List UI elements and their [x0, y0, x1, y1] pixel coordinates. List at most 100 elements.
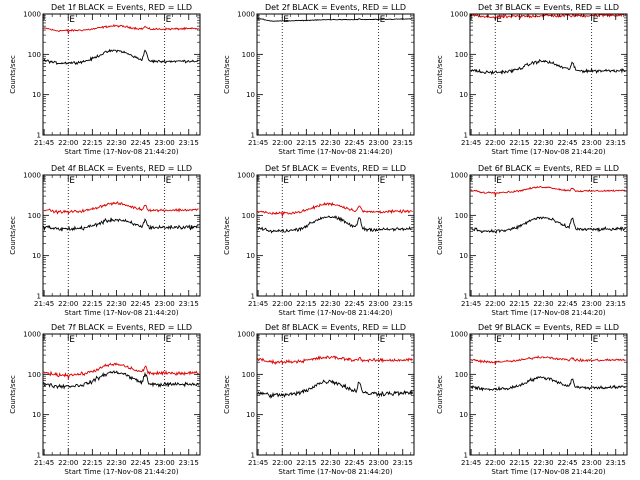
detector-panel: Det 4f BLACK = Events, RED = LLD E E 1 10 100…: [9, 164, 201, 317]
x-tick-label: 22:00: [272, 459, 292, 467]
x-tick-label: 22:45: [557, 459, 577, 467]
x-tick-label: 23:15: [393, 300, 413, 308]
x-tick-label: 23:00: [369, 139, 389, 147]
y-axis-label: Counts/sec: [9, 55, 17, 94]
x-axis-label: Start Time (17-Nov-08 21:44:20): [64, 148, 178, 156]
y-tick-label: 1000: [450, 11, 468, 19]
event-marker-label: E: [593, 335, 599, 345]
y-tick-label: 1: [464, 293, 468, 301]
panel-title: Det 8f BLACK = Events, RED = LLD: [265, 323, 406, 332]
y-tick-label: 100: [28, 212, 41, 220]
x-tick-label: 22:15: [509, 300, 529, 308]
event-marker-label: E: [593, 15, 599, 25]
x-tick-label: 21:45: [34, 459, 54, 467]
event-marker-label: E: [166, 176, 172, 186]
y-tick-label: 100: [242, 212, 255, 220]
y-axis-label: Counts/sec: [436, 55, 444, 94]
detector-panel: Det 5f BLACK = Events, RED = LLD E E 1 10 100…: [223, 164, 415, 317]
panel-title: Det 5f BLACK = Events, RED = LLD: [265, 164, 406, 173]
plot-frame: [256, 174, 415, 297]
detector-panel: Det 8f BLACK = Events, RED = LLD E E 1 10 100…: [223, 323, 415, 476]
x-axis-label: Start Time (17-Nov-08 21:44:20): [491, 468, 605, 476]
y-tick-label: 1: [37, 132, 41, 140]
lld-series-line: [43, 201, 199, 216]
x-tick-label: 22:30: [533, 300, 553, 308]
x-tick-label: 22:15: [296, 139, 316, 147]
y-axis-label: Counts/sec: [223, 216, 231, 255]
x-tick-label: 22:30: [106, 300, 126, 308]
plot-frame: [256, 333, 415, 456]
events-series-line: [257, 379, 414, 399]
events-series-line: [43, 48, 199, 66]
y-axis-label: Counts/sec: [9, 216, 17, 255]
y-tick-label: 1: [464, 452, 468, 460]
x-axis-label: Start Time (17-Nov-08 21:44:20): [64, 309, 178, 317]
event-marker-label: E: [69, 335, 75, 345]
x-tick-label: 23:15: [393, 459, 413, 467]
event-marker-label: E: [69, 15, 75, 25]
x-tick-label: 23:15: [179, 459, 199, 467]
events-series-line: [257, 215, 413, 234]
x-tick-label: 22:00: [272, 139, 292, 147]
y-tick-label: 10: [32, 411, 41, 419]
y-tick-label: 100: [455, 212, 468, 220]
y-axis-label: Counts/sec: [223, 55, 231, 94]
y-tick-label: 10: [246, 411, 255, 419]
y-tick-label: 1000: [237, 172, 255, 180]
x-tick-label: 23:00: [369, 300, 389, 308]
x-tick-label: 21:45: [461, 459, 481, 467]
x-tick-label: 22:45: [130, 300, 150, 308]
plot-frame: [256, 13, 415, 136]
events-series-line: [470, 375, 626, 392]
x-axis-label: Start Time (17-Nov-08 21:44:20): [278, 309, 392, 317]
event-marker-label: E: [166, 335, 172, 345]
x-tick-label: 23:15: [179, 139, 199, 147]
x-tick-label: 21:45: [248, 139, 268, 147]
x-tick-label: 22:45: [344, 459, 364, 467]
y-tick-label: 10: [459, 411, 468, 419]
y-tick-label: 100: [455, 51, 468, 59]
x-tick-label: 22:00: [58, 459, 78, 467]
x-tick-label: 22:30: [320, 300, 340, 308]
y-axis-label: Counts/sec: [436, 216, 444, 255]
event-marker-label: E: [496, 335, 502, 345]
y-tick-label: 1000: [237, 331, 255, 339]
x-axis-label: Start Time (17-Nov-08 21:44:20): [278, 148, 392, 156]
detector-panel: Det 7f BLACK = Events, RED = LLD E E 1 10 100…: [9, 323, 201, 476]
x-axis-label: Start Time (17-Nov-08 21:44:20): [491, 148, 605, 156]
x-axis-label: Start Time (17-Nov-08 21:44:20): [491, 309, 605, 317]
x-tick-label: 23:15: [179, 300, 199, 308]
events-series-line: [470, 216, 626, 234]
lld-series-line: [43, 362, 199, 380]
x-tick-label: 23:00: [582, 139, 602, 147]
panel-title: Det 3f BLACK = Events, RED = LLD: [478, 3, 619, 12]
panel-title: Det 1f BLACK = Events, RED = LLD: [51, 3, 192, 12]
events-series-line: [43, 217, 199, 232]
plot-frame: [42, 333, 201, 456]
detector-panel: Det 1f BLACK = Events, RED = LLD E E 1 10 100…: [9, 3, 201, 156]
x-tick-label: 21:45: [461, 300, 481, 308]
event-marker-label: E: [496, 176, 502, 186]
detector-panel: Det 6f BLACK = Events, RED = LLD E E 1 10 100…: [436, 164, 628, 317]
event-marker-label: E: [380, 176, 386, 186]
event-marker-label: E: [283, 15, 289, 25]
x-tick-label: 22:45: [344, 300, 364, 308]
x-tick-label: 23:00: [155, 139, 175, 147]
x-tick-label: 23:00: [582, 459, 602, 467]
x-tick-label: 23:00: [155, 459, 175, 467]
plot-frame: [42, 174, 201, 297]
x-tick-label: 21:45: [34, 139, 54, 147]
x-axis-label: Start Time (17-Nov-08 21:44:20): [64, 468, 178, 476]
x-tick-label: 22:30: [320, 459, 340, 467]
x-tick-label: 22:00: [485, 139, 505, 147]
y-tick-label: 100: [28, 371, 41, 379]
plot-frame: [42, 13, 201, 136]
x-axis-label: Start Time (17-Nov-08 21:44:20): [278, 468, 392, 476]
y-tick-label: 1000: [450, 331, 468, 339]
y-tick-label: 10: [459, 91, 468, 99]
y-tick-label: 1: [37, 452, 41, 460]
x-tick-label: 22:15: [296, 300, 316, 308]
x-tick-label: 22:00: [272, 300, 292, 308]
plot-frame: [469, 174, 628, 297]
y-tick-label: 1: [464, 132, 468, 140]
